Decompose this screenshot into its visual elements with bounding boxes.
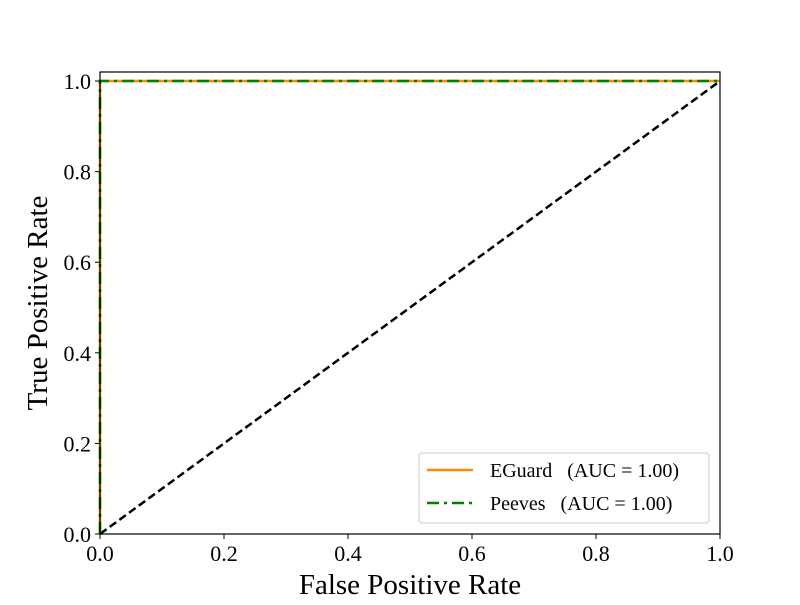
- ticks-layer: 0.0 0.2 0.4 0.6 0.8 1.0 0.0 0.2 0.4 0.6 0.8 1.0: [64, 69, 734, 566]
- x-tick-label: 0.4: [334, 541, 362, 566]
- y-tick-label: 0.4: [64, 341, 92, 366]
- legend-box: [418, 452, 710, 524]
- x-tick-label: 0.8: [582, 541, 610, 566]
- legend: EGuard (AUC = 1.00) Peeves (AUC = 1.00): [418, 452, 710, 524]
- y-tick-label: 0.6: [64, 250, 92, 275]
- x-tick-label: 0.6: [458, 541, 486, 566]
- y-tick-label: 0.0: [64, 522, 92, 547]
- y-axis-title: True Positive Rate: [22, 196, 54, 411]
- y-tick-label: 0.8: [64, 160, 92, 185]
- x-tick-label: 1.0: [706, 541, 734, 566]
- y-tick-label: 0.2: [64, 431, 92, 456]
- legend-label-peeves: Peeves (AUC = 1.00): [490, 493, 672, 515]
- x-axis-title: False Positive Rate: [299, 569, 521, 600]
- series-line-diagonal-reference: [99, 80, 721, 536]
- y-tick-label: 1.0: [64, 69, 92, 94]
- plot-frame: [99, 71, 721, 535]
- legend-label-eguard: EGuard (AUC = 1.00): [490, 460, 679, 482]
- x-tick-label: 0.0: [86, 541, 114, 566]
- x-tick-label: 0.2: [210, 541, 238, 566]
